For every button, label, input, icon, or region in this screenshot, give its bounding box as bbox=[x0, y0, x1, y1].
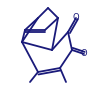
Text: O: O bbox=[81, 49, 87, 59]
Text: O: O bbox=[73, 13, 79, 23]
